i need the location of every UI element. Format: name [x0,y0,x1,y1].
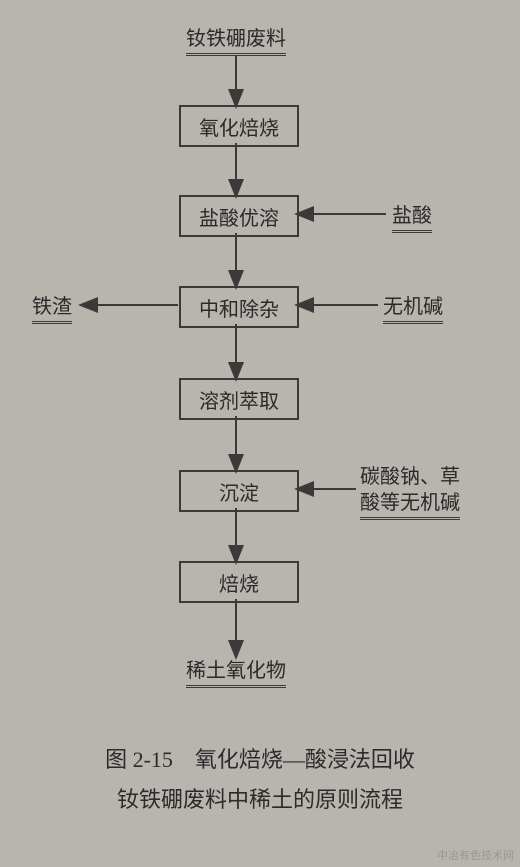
node-start: 钕铁硼废料 [186,28,286,56]
node-hcl: 盐酸 [392,205,432,233]
iron-slag-label: 铁渣 [32,296,72,324]
caption-line2: 钕铁硼废料中稀土的原则流程 [0,780,520,820]
node-roast-oxid: 氧化焙烧 [179,105,299,147]
flowchart-page: 钕铁硼废料 氧化焙烧 盐酸优溶 盐酸 中和除杂 铁渣 无机碱 溶剂萃取 沉淀 碳… [0,0,520,867]
node-precip-agent-line2: 酸等无机碱 [360,492,460,520]
precip-agent-label2: 酸等无机碱 [360,492,460,520]
solvent-ext-label: 溶剂萃取 [199,385,279,414]
calcine-label: 焙烧 [219,568,259,597]
start-label: 钕铁硼废料 [186,28,286,56]
figure-caption: 图 2-15 氧化焙烧—酸浸法回收 钕铁硼废料中稀土的原则流程 [0,740,520,819]
node-precip: 沉淀 [179,470,299,512]
inorg-base-label: 无机碱 [383,296,443,324]
acid-leach-label: 盐酸优溶 [199,202,279,231]
node-iron-slag: 铁渣 [32,296,72,324]
product-label: 稀土氧化物 [186,660,286,688]
node-calcine: 焙烧 [179,561,299,603]
node-inorg-base: 无机碱 [383,296,443,324]
node-precip-agent-line1: 碳酸钠、草 [360,466,460,489]
neutralize-label: 中和除杂 [199,293,279,322]
node-acid-leach: 盐酸优溶 [179,195,299,237]
caption-line1: 图 2-15 氧化焙烧—酸浸法回收 [0,740,520,780]
node-solvent-ext: 溶剂萃取 [179,378,299,420]
watermark: 中冶有色技术网 [437,847,514,863]
roast-oxid-label: 氧化焙烧 [199,112,279,141]
hcl-label: 盐酸 [392,205,432,233]
node-product: 稀土氧化物 [186,660,286,688]
precip-agent-label1: 碳酸钠、草 [360,466,460,489]
precip-label: 沉淀 [219,477,259,506]
node-neutralize: 中和除杂 [179,286,299,328]
